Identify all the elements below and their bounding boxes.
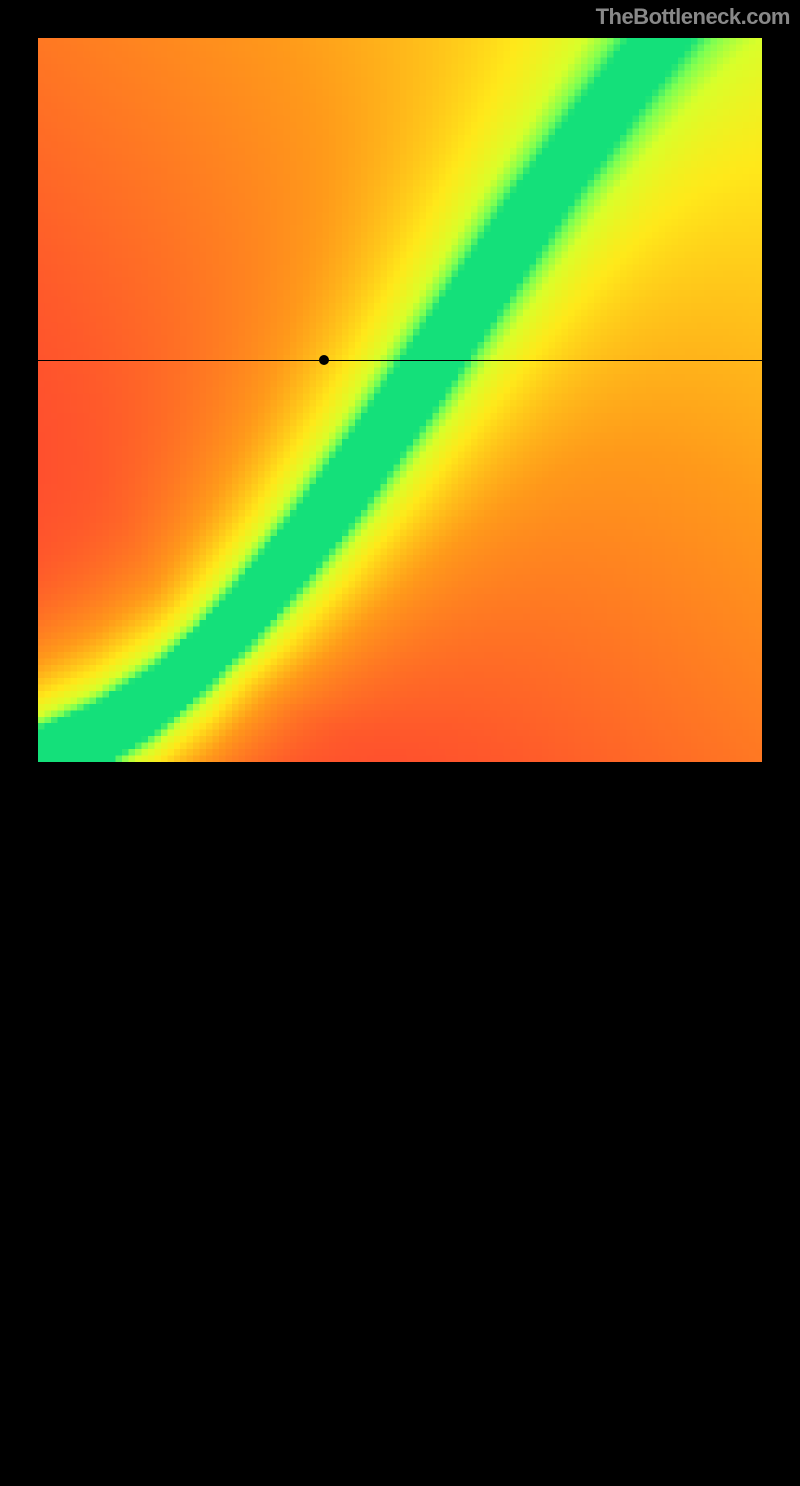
heatmap-chart <box>38 38 762 762</box>
watermark-text: TheBottleneck.com <box>596 4 790 30</box>
crosshair-horizontal <box>38 360 762 361</box>
heatmap-canvas <box>38 38 762 762</box>
crosshair-marker <box>319 355 329 365</box>
crosshair-vertical <box>324 762 325 1486</box>
